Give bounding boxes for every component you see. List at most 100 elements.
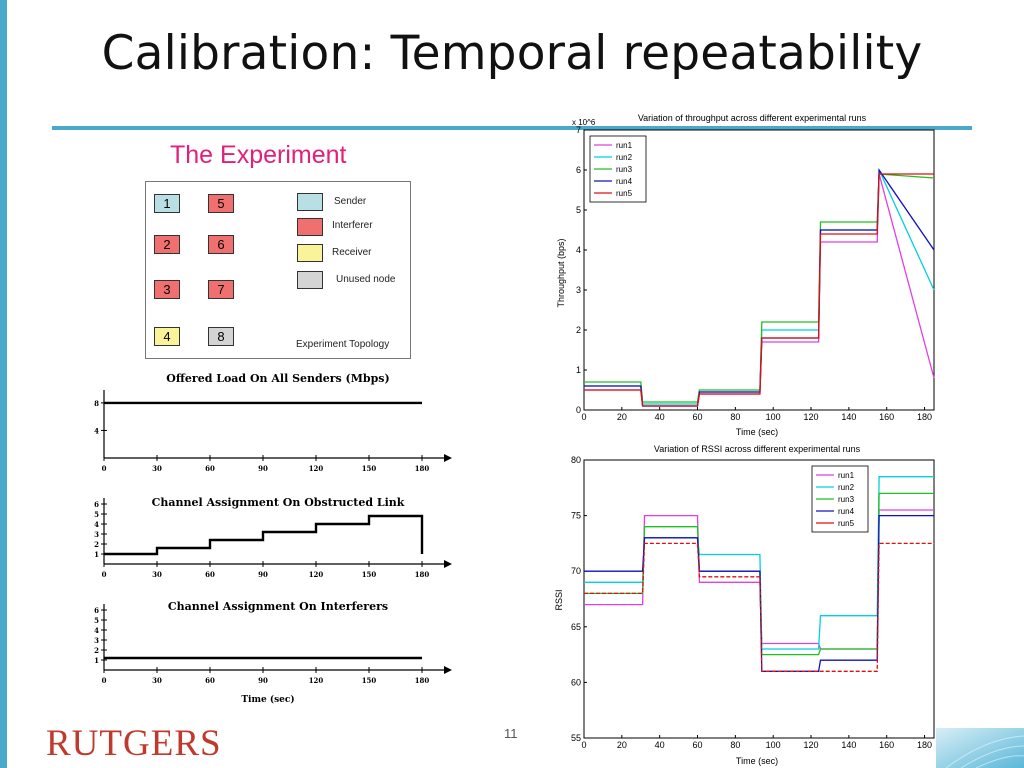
page-number: 11: [504, 726, 518, 741]
legend-label: run2: [838, 483, 855, 492]
x-tick-label: 80: [730, 412, 740, 422]
series-line-run5: [584, 542, 934, 672]
x-tick-label: 160: [879, 740, 894, 750]
x-axis-label: Time (sec): [736, 427, 778, 437]
x-tick-label: 180: [917, 740, 932, 750]
node-label: 8: [217, 329, 225, 344]
x-tick-label: 100: [766, 412, 781, 422]
y-tick-label: 65: [571, 622, 581, 632]
y-tick-label: 2: [94, 646, 99, 655]
series-line-run5: [584, 173, 934, 407]
node-label: 6: [217, 237, 225, 252]
legend-swatch-interferer: [297, 218, 323, 236]
x-tick-label: 160: [879, 412, 894, 422]
x-tick-label: 120: [309, 570, 324, 579]
node-label: 5: [217, 196, 225, 211]
x-tick-label: 0: [102, 676, 107, 685]
y-tick-label: 4: [94, 426, 99, 435]
x-tick-label: 80: [730, 740, 740, 750]
x-tick-label: 120: [804, 412, 819, 422]
legend-label: run5: [838, 519, 855, 528]
x-tick-label: 140: [841, 412, 856, 422]
x-tick-label: 40: [655, 412, 665, 422]
x-tick-label: 60: [205, 464, 215, 473]
node-1: 1: [154, 194, 180, 213]
node-label: 2: [163, 237, 171, 252]
y-tick-label: 3: [576, 285, 581, 295]
legend-label: run2: [616, 153, 633, 162]
x-tick-label: 60: [205, 676, 215, 685]
y-multiplier: x 10^6: [572, 118, 596, 127]
x-tick-label: 120: [804, 740, 819, 750]
y-axis-label: Throughput (bps): [556, 238, 566, 307]
node-2: 2: [154, 235, 180, 254]
y-tick-label: 6: [94, 606, 99, 615]
title-underline: [52, 126, 972, 130]
legend-label-unused: Unused node: [336, 274, 396, 285]
x-tick-label: 120: [309, 464, 324, 473]
y-tick-label: 1: [94, 656, 99, 665]
x-tick-label: 40: [655, 740, 665, 750]
obstructed-link-chart: Channel Assignment On Obstructed Link 0 3…: [94, 496, 452, 579]
x-tick-label: 100: [766, 740, 781, 750]
y-tick-label: 70: [571, 566, 581, 576]
throughput-chart: Variation of throughput across different…: [556, 113, 935, 437]
x-tick-label: 0: [581, 412, 586, 422]
legend-label-interferer: Interferer: [332, 220, 373, 231]
legend-label: run4: [616, 177, 633, 186]
x-axis-label: Time (sec): [736, 756, 778, 766]
y-tick-label: 80: [571, 455, 581, 465]
x-tick-label: 150: [362, 676, 377, 685]
x-tick-label: 60: [693, 740, 703, 750]
y-tick-label: 5: [576, 205, 581, 215]
x-axis-arrow: [444, 560, 452, 568]
topology-caption: Experiment Topology: [296, 339, 390, 350]
x-tick-label: 90: [258, 464, 268, 473]
interferers-chart: Channel Assignment On Interferers Time (…: [94, 600, 452, 705]
chart-title: Variation of RSSI across different exper…: [654, 444, 861, 454]
offered-load-chart: Offered Load On All Senders (Mbps) 0 30 60…: [94, 372, 452, 473]
plot-frame: [583, 459, 935, 739]
y-tick-label: 4: [576, 245, 581, 255]
y-tick-label: 75: [571, 511, 581, 521]
legend-label-sender: Sender: [334, 196, 367, 207]
node-label: 3: [163, 282, 171, 297]
x-tick-label: 120: [309, 676, 324, 685]
node-7: 7: [208, 280, 234, 299]
y-tick-label: 60: [571, 677, 581, 687]
node-4: 4: [154, 327, 180, 346]
chart-title: Variation of throughput across different…: [638, 113, 867, 123]
x-tick-label: 60: [693, 412, 703, 422]
y-tick-label: 3: [94, 530, 99, 539]
node-label: 1: [163, 196, 171, 211]
y-tick-label: 1: [576, 365, 581, 375]
step-series-line: [104, 514, 424, 556]
legend-label-receiver: Receiver: [332, 247, 372, 258]
x-tick-label: 150: [362, 464, 377, 473]
slide-title: Calibration: Temporal repeatability: [101, 26, 923, 81]
chart-title: Offered Load On All Senders (Mbps): [166, 372, 389, 385]
y-tick-label: 0: [576, 405, 581, 415]
x-tick-label: 30: [152, 676, 162, 685]
y-tick-label: 8: [94, 399, 99, 408]
x-axis-label: Time (sec): [241, 694, 294, 705]
legend-label: run3: [838, 495, 855, 504]
x-tick-label: 0: [102, 570, 107, 579]
x-tick-label: 90: [258, 570, 268, 579]
x-tick-label: 0: [102, 464, 107, 473]
legend-label: run5: [616, 189, 633, 198]
chart-title: Channel Assignment On Obstructed Link: [152, 496, 405, 509]
x-tick-label: 150: [362, 570, 377, 579]
y-tick-label: 4: [94, 520, 99, 529]
corner-decoration: [936, 728, 1024, 768]
x-tick-label: 20: [617, 740, 627, 750]
topology-diagram: 1 5 2 6 3 7 4 8 Sender Interferer Receiv…: [145, 181, 411, 359]
y-tick-label: 6: [576, 165, 581, 175]
y-axis-label: RSSI: [554, 589, 564, 610]
x-tick-label: 140: [841, 740, 856, 750]
legend-label: run1: [616, 141, 633, 150]
left-accent-bar: [0, 0, 7, 768]
y-tick-label: 55: [571, 733, 581, 743]
x-tick-label: 90: [258, 676, 268, 685]
x-tick-label: 60: [205, 570, 215, 579]
